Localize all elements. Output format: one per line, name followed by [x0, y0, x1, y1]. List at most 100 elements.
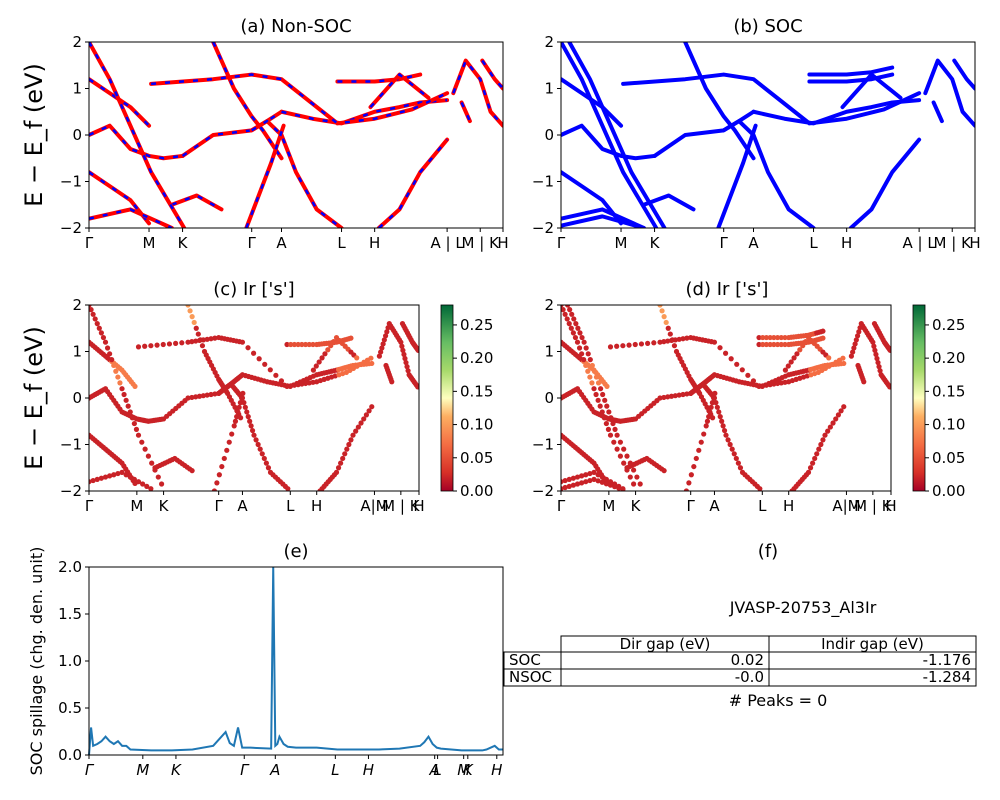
colorbar-tick-label: 0.15 [460, 382, 493, 400]
projected-point [778, 341, 784, 348]
projected-point [663, 319, 669, 326]
projected-point [335, 465, 342, 471]
projected-point [701, 431, 707, 437]
projected-point [721, 427, 728, 434]
projected-point [129, 415, 135, 421]
projected-point [874, 355, 880, 362]
projected-point [810, 460, 816, 466]
colorbar-tick-label: 0.25 [932, 316, 965, 334]
x-tick-label: M | K [382, 497, 421, 515]
spillage-line [88, 566, 503, 756]
projected-point [299, 341, 305, 348]
projected-point [145, 453, 151, 459]
y-tick-label: 1 [72, 80, 82, 98]
projected-point [788, 359, 794, 365]
x-tick-label: H [369, 234, 380, 252]
x-tick-label: Γ [215, 497, 224, 515]
band-line-dash [369, 72, 430, 108]
projected-point [599, 409, 605, 415]
projected-point [257, 446, 263, 452]
y-tick-label: −1 [532, 436, 554, 454]
table-column-header: Indir gap (eV) [821, 635, 924, 653]
projected-point [350, 432, 356, 438]
projected-point [236, 404, 242, 410]
projected-point [631, 467, 637, 473]
projected-point [135, 432, 142, 438]
projected-point [848, 353, 855, 359]
projected-point [805, 469, 812, 475]
gap-table: Dir gap (eV) Indir gap (eV) SOC 0.02 -1.176 N… [503, 635, 977, 687]
projected-point [237, 400, 243, 406]
projected-point [707, 409, 713, 415]
projected-point [608, 415, 614, 421]
projected-point [354, 355, 360, 361]
projected-point [189, 314, 195, 320]
table-cell-indir-gap: -1.284 [923, 668, 971, 686]
projected-point [389, 379, 395, 385]
x-tick-label: A [276, 234, 287, 252]
projected-point [714, 404, 720, 410]
projected-point [405, 368, 411, 374]
band-line [931, 100, 944, 124]
projected-point [680, 336, 686, 342]
y-tick-label: 0 [72, 389, 82, 407]
panel-a-title: (a) Non-SOC [240, 16, 351, 37]
projected-point [657, 395, 663, 401]
x-tick-label: H [363, 761, 374, 779]
projected-point [767, 341, 773, 348]
projected-point [90, 477, 96, 484]
projected-point [575, 325, 581, 331]
projected-point [838, 408, 844, 414]
projected-point [378, 349, 384, 355]
x-tick-label: K [650, 234, 661, 252]
projected-point [605, 426, 612, 432]
projected-point [107, 351, 113, 357]
projected-point [603, 420, 609, 427]
projected-point [131, 476, 137, 482]
x-tick-label: H [841, 234, 852, 252]
x-tick-label: A|M [360, 497, 388, 515]
x-tick-label: A [748, 234, 759, 252]
projected-point [861, 379, 867, 385]
band-line [923, 58, 975, 128]
projected-point [189, 394, 195, 401]
projected-point [791, 355, 797, 361]
projected-point [661, 394, 667, 401]
projected-point [561, 305, 564, 308]
projected-point [193, 394, 199, 400]
projected-point [247, 418, 253, 424]
colorbar-tick-label: 0.05 [932, 449, 965, 467]
projected-point [611, 439, 617, 445]
band-line-dash [337, 73, 421, 83]
panel-e-title: (e) [283, 541, 308, 562]
projected-point [123, 397, 129, 403]
projected-point [684, 391, 690, 397]
projected-point [587, 357, 593, 363]
projected-point [361, 416, 367, 422]
y-tick-label: 1 [544, 80, 554, 98]
projected-point [133, 426, 140, 432]
x-tick-label: A [269, 761, 280, 779]
projected-point [273, 372, 279, 378]
projected-point [583, 362, 589, 369]
projected-point [591, 469, 597, 475]
projected-point [604, 403, 610, 409]
projected-point [278, 378, 285, 384]
x-tick-label: K [159, 497, 170, 515]
projected-point [566, 483, 572, 489]
x-tick-label: K [171, 761, 182, 779]
x-tick-label: Γ [557, 497, 566, 515]
projected-point [600, 391, 606, 398]
projected-point [583, 472, 589, 478]
colorbar [440, 304, 454, 492]
projected-point [189, 339, 195, 345]
projected-point [676, 336, 682, 342]
table-row [503, 668, 977, 687]
projected-point [709, 415, 716, 421]
projected-point [665, 338, 671, 344]
projected-point [285, 486, 291, 491]
